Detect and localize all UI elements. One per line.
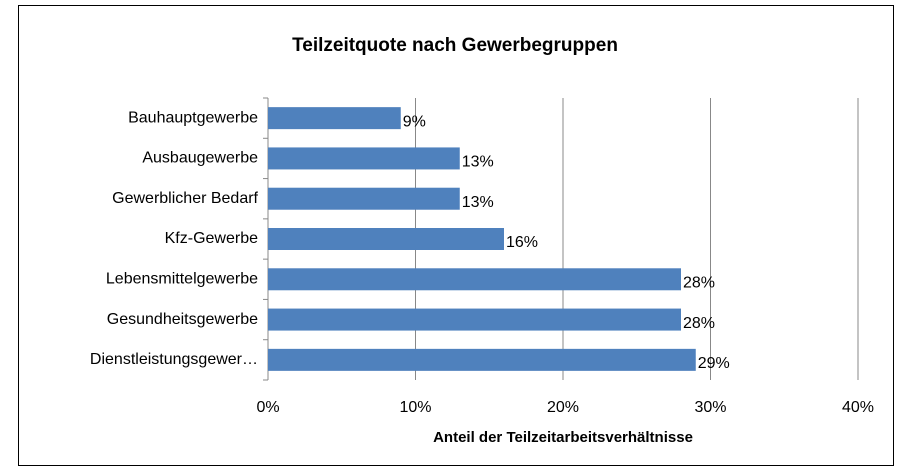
bar [268,187,460,210]
value-label: 13% [462,154,494,171]
x-tick-label: 20% [547,399,579,416]
value-label: 9% [403,113,426,130]
value-label: 16% [506,234,538,251]
value-label: 28% [683,315,715,332]
chart-title: Teilzeitquote nach Gewerbegruppen [292,35,618,56]
y-tick-label: Kfz-Gewerbe [165,230,258,247]
y-tick-label: Gesundheitsgewerbe [107,311,258,328]
x-tick-label: 30% [694,399,726,416]
bar [268,228,504,250]
x-axis-title: Anteil der Teilzeitarbeitsverhältnisse [433,429,693,446]
value-label: 13% [462,194,494,211]
bar [268,308,681,331]
bar [268,348,696,371]
bar [268,268,681,291]
y-tick-label: Gewerblicher Bedarf [112,190,258,207]
x-tick-label: 10% [399,399,431,416]
bar [268,107,401,130]
value-label: 29% [698,355,730,372]
value-label: 28% [683,275,715,292]
x-tick-label: 40% [842,399,874,416]
y-tick-label: Dienstleistungsgewer… [90,351,258,368]
x-tick-label: 0% [256,399,279,416]
y-tick-label: Bauhauptgewerbe [128,109,258,126]
bar [268,147,460,170]
y-tick-label: Ausbaugewerbe [142,150,258,167]
y-tick-label: Lebensmittelgewerbe [106,271,258,288]
